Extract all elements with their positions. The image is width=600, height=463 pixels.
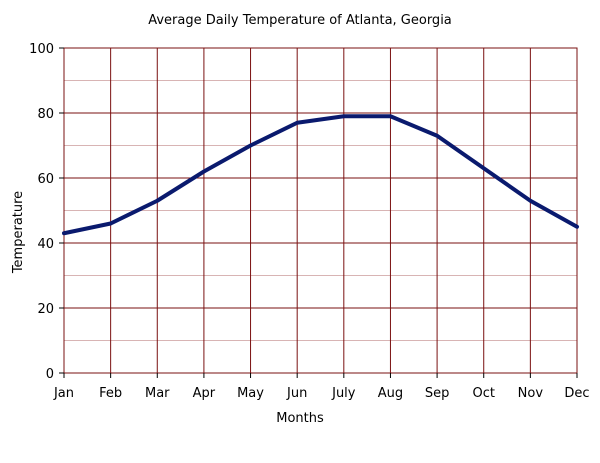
x-tick-label: Sep <box>425 386 450 401</box>
data-point <box>202 170 206 173</box>
x-axis-label: Months <box>276 411 324 426</box>
x-tick-label: May <box>237 386 264 401</box>
data-point <box>342 114 346 118</box>
y-tick-label: 20 <box>37 302 54 317</box>
x-tick-label: Jun <box>286 386 307 401</box>
data-point <box>388 114 392 118</box>
y-tick-labels: 0 20 40 60 80 100 <box>29 42 54 382</box>
data-point <box>155 199 159 203</box>
x-tick-label: Dec <box>564 386 589 401</box>
x-tick-label: Mar <box>145 386 170 401</box>
x-tick-label: Aug <box>378 386 403 401</box>
data-point <box>435 134 439 138</box>
data-point <box>575 225 579 229</box>
plot-border <box>63 47 578 374</box>
data-point <box>295 121 299 125</box>
y-tick-label: 80 <box>37 107 54 122</box>
data-point <box>528 199 532 203</box>
y-tick-label: 40 <box>37 237 54 252</box>
temperature-line <box>62 114 579 236</box>
x-tick-label: Nov <box>518 386 544 401</box>
y-tick-label: 0 <box>46 367 54 382</box>
x-tick-labels: Jan Feb Mar Apr May Jun July Aug Sep Oct Nov Dec <box>53 386 590 401</box>
data-point <box>109 222 113 225</box>
series-layer <box>62 114 579 236</box>
x-tick-label: July <box>331 386 356 401</box>
x-tick-label: Jan <box>53 386 74 401</box>
chart-title: Average Daily Temperature of Atlanta, Ge… <box>148 13 452 28</box>
data-point <box>62 231 66 235</box>
x-tick-label: Apr <box>193 386 216 401</box>
y-tick-label: 60 <box>37 172 54 187</box>
x-tick-label: Feb <box>99 386 122 401</box>
y-axis-label: Temperature <box>11 191 26 274</box>
data-point <box>249 144 253 147</box>
plot-frame <box>59 47 578 378</box>
y-tick-label: 100 <box>29 42 54 57</box>
data-point <box>482 166 486 170</box>
x-tick-label: Oct <box>472 386 494 401</box>
